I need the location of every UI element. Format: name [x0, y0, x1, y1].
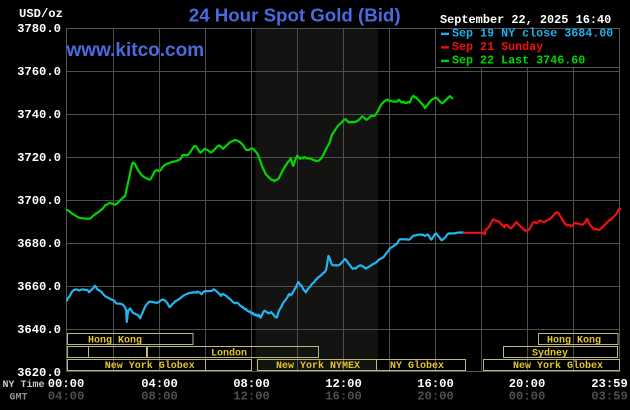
svg-text:3720.0: 3720.0	[17, 151, 61, 165]
svg-text:New York Globex: New York Globex	[513, 360, 603, 372]
svg-text:00:00: 00:00	[48, 377, 85, 391]
svg-text:Sydney: Sydney	[532, 348, 568, 360]
svg-text:Hong Kong: Hong Kong	[88, 336, 142, 347]
svg-text:24 Hour Spot Gold (Bid): 24 Hour Spot Gold (Bid)	[189, 4, 401, 25]
svg-text:3660.0: 3660.0	[17, 280, 61, 294]
svg-text:New York NYMEX: New York NYMEX	[276, 360, 360, 372]
svg-text:London: London	[211, 348, 247, 360]
svg-text:Sep 22 Last 3746.60: Sep 22 Last 3746.60	[452, 54, 585, 68]
svg-text:New York Globex: New York Globex	[105, 360, 195, 372]
svg-text:20:00: 20:00	[509, 377, 546, 391]
svg-text:16:00: 16:00	[325, 390, 362, 404]
svg-text:12:00: 12:00	[233, 390, 270, 404]
svg-text:Sep 21 Sunday: Sep 21 Sunday	[452, 40, 543, 54]
svg-text:NY Globex: NY Globex	[390, 360, 444, 372]
svg-text:04:00: 04:00	[48, 390, 85, 404]
svg-text:GMT: GMT	[10, 393, 28, 404]
svg-text:03:59: 03:59	[591, 390, 628, 404]
svg-text:3780.0: 3780.0	[17, 22, 61, 36]
svg-text:08:00: 08:00	[141, 390, 178, 404]
svg-text:3760.0: 3760.0	[17, 65, 61, 79]
svg-text:3740.0: 3740.0	[17, 108, 61, 122]
svg-text:3640.0: 3640.0	[17, 323, 61, 337]
svg-text:USD/oz: USD/oz	[19, 7, 63, 21]
svg-text:3620.0: 3620.0	[17, 366, 61, 380]
svg-text:September 22, 2025 16:40: September 22, 2025 16:40	[440, 13, 611, 27]
svg-text:3680.0: 3680.0	[17, 237, 61, 251]
svg-text:Sep 19 NY close 3684.00: Sep 19 NY close 3684.00	[452, 27, 613, 41]
svg-text:3700.0: 3700.0	[17, 194, 61, 208]
svg-text:23:59: 23:59	[591, 377, 628, 391]
svg-text:04:00: 04:00	[141, 377, 178, 391]
svg-text:00:00: 00:00	[509, 390, 546, 404]
svg-text:NY Time: NY Time	[3, 379, 45, 391]
svg-text:www.kitco.com: www.kitco.com	[66, 40, 205, 61]
svg-text:Hong Kong: Hong Kong	[547, 336, 601, 347]
svg-text:20:00: 20:00	[417, 390, 454, 404]
svg-text:08:00: 08:00	[233, 377, 270, 391]
svg-text:12:00: 12:00	[325, 377, 362, 391]
svg-text:16:00: 16:00	[417, 377, 454, 391]
